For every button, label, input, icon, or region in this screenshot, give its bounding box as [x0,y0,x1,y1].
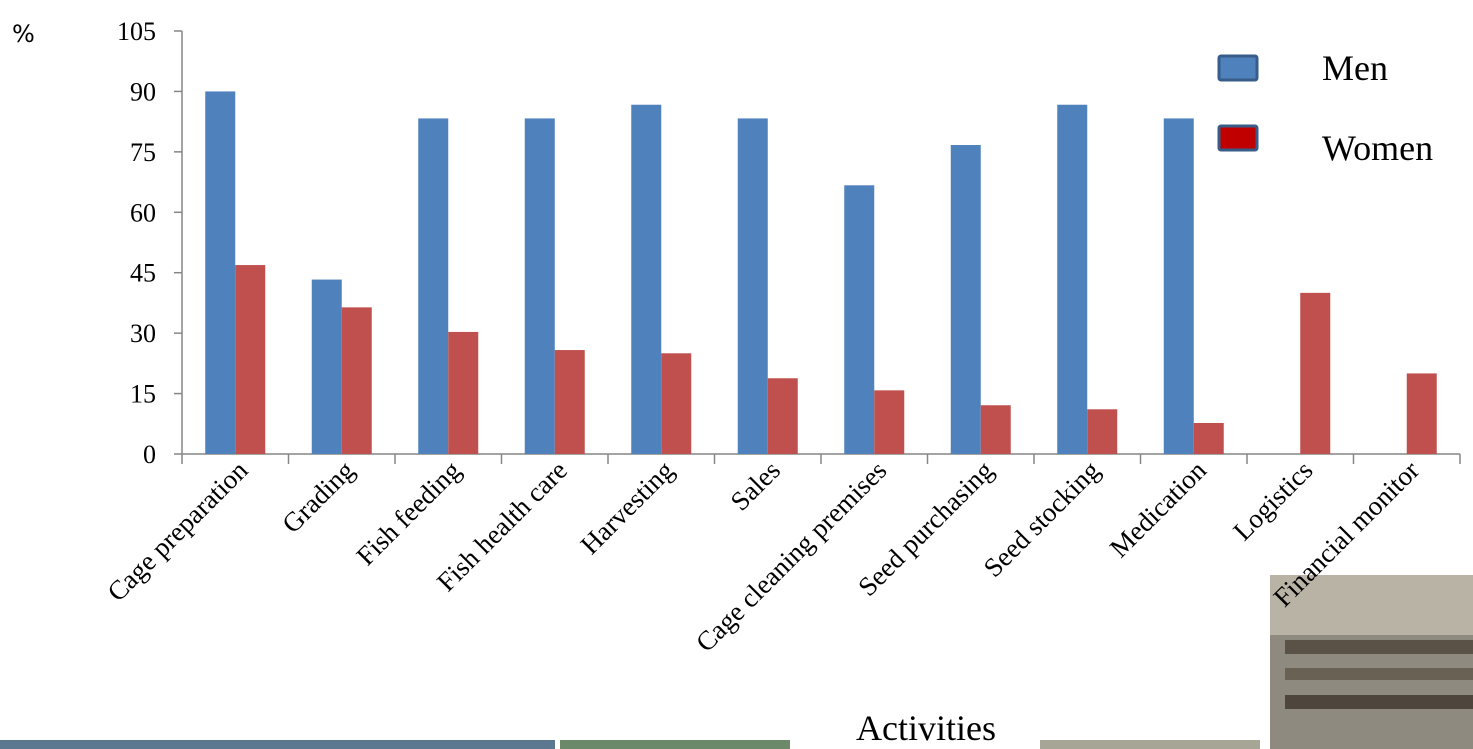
bar-men-5 [737,118,768,455]
bar-men-2 [418,118,449,455]
y-tick-label: 45 [130,259,156,288]
legend-swatch-men [1217,54,1259,82]
y-axis-label: % [12,20,35,48]
x-ticks [181,454,1461,464]
axes [181,31,1460,455]
bars [205,91,1437,455]
category-label: Cage cleaning premises [690,455,893,658]
x-axis-label: Activities [856,708,996,748]
category-label: Logistics [1227,455,1318,546]
bar-men-9 [1163,118,1194,455]
y-tick-label: 90 [130,77,156,106]
legend: Men Women [1217,48,1433,168]
bar-women-4 [661,353,692,454]
y-tick-label: 105 [117,17,156,46]
legend-label-women: Women [1322,128,1433,168]
bar-men-1 [311,279,342,454]
y-tick-label: 0 [143,440,156,469]
bar-men-7 [950,145,981,454]
bar-women-6 [874,390,905,454]
y-tick-label: 75 [130,138,156,167]
category-label: Cage preparation [101,455,253,607]
bar-women-3 [554,350,585,454]
bar-men-8 [1057,104,1088,455]
bar-men-4 [631,104,662,455]
category-label: Harvesting [575,455,680,560]
category-label: Medication [1104,455,1213,564]
bar-women-11 [1406,373,1437,454]
y-ticks: 0 15 30 45 60 75 90 105 [117,17,182,469]
y-tick-label: 60 [130,198,156,227]
legend-swatch-women [1217,124,1259,152]
bar-men-3 [524,118,555,455]
bar-women-1 [341,307,372,454]
category-label: Grading [276,455,360,539]
bar-women-2 [448,331,479,454]
bar-women-10 [1300,292,1331,454]
legend-label-men: Men [1322,48,1388,88]
category-label: Fish feeding [350,455,466,571]
y-tick-label: 30 [130,319,156,348]
bar-women-5 [767,378,798,454]
bar-men-6 [844,185,875,454]
bar-women-8 [1087,409,1118,454]
photo-decoration [0,575,1473,749]
bar-women-7 [980,405,1011,454]
bar-women-9 [1193,422,1224,454]
bar-women-0 [235,265,266,454]
y-tick-label: 15 [130,380,156,409]
category-label: Sales [724,455,786,517]
bar-men-0 [205,91,236,454]
